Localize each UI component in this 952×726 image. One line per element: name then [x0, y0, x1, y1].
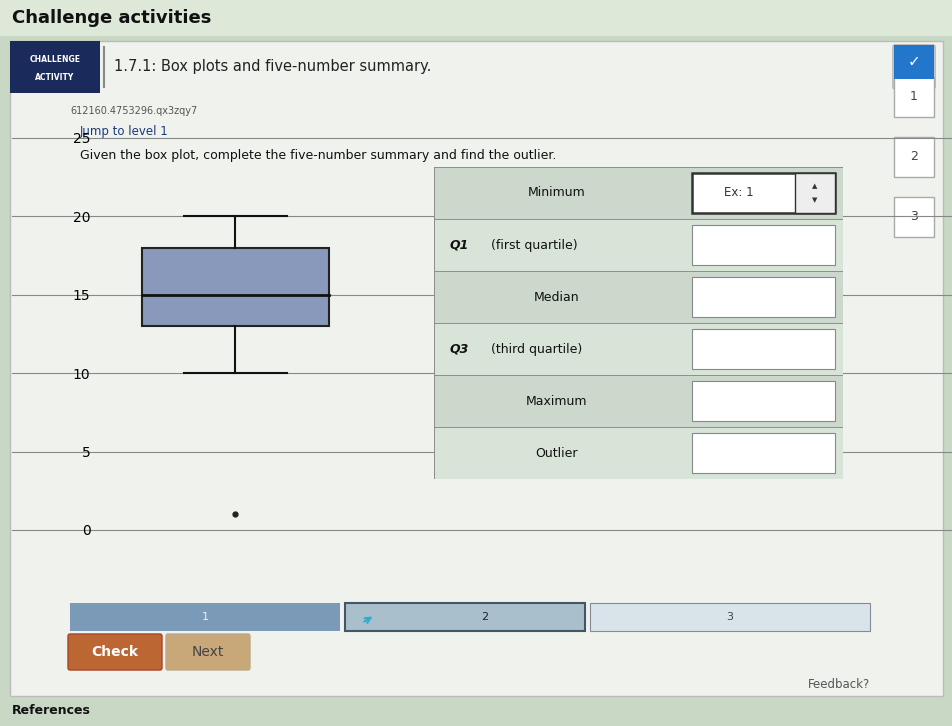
Text: Next: Next — [191, 645, 224, 659]
Bar — [433, 167, 843, 219]
Bar — [691, 174, 834, 213]
Text: 3: 3 — [725, 612, 733, 622]
Bar — [691, 174, 834, 213]
Bar — [691, 381, 834, 421]
Text: CHALLENGE: CHALLENGE — [30, 54, 80, 64]
Text: 612160.4753296.qx3zqy7: 612160.4753296.qx3zqy7 — [69, 106, 197, 116]
Text: Q3: Q3 — [449, 343, 469, 356]
Bar — [69, 603, 340, 631]
Bar — [794, 174, 834, 213]
Bar — [691, 277, 834, 317]
Text: (third quartile): (third quartile) — [486, 343, 582, 356]
Bar — [433, 375, 843, 427]
Text: 2: 2 — [481, 612, 488, 622]
FancyBboxPatch shape — [893, 77, 933, 117]
FancyBboxPatch shape — [893, 45, 933, 79]
Text: Given the box plot, complete the five-number summary and find the outlier.: Given the box plot, complete the five-nu… — [80, 149, 556, 161]
Bar — [691, 225, 834, 265]
Bar — [345, 603, 585, 631]
Bar — [589, 603, 869, 631]
Text: (first quartile): (first quartile) — [486, 239, 577, 251]
Text: Ex: 1: Ex: 1 — [724, 187, 753, 200]
Bar — [10, 41, 100, 93]
Text: Check: Check — [91, 645, 138, 659]
Text: Maximum: Maximum — [526, 395, 586, 407]
Text: Challenge activities: Challenge activities — [12, 9, 211, 27]
Text: ▲: ▲ — [812, 183, 817, 189]
FancyBboxPatch shape — [892, 45, 934, 89]
FancyBboxPatch shape — [68, 634, 162, 670]
Text: 1: 1 — [201, 612, 208, 622]
Text: ▼: ▼ — [812, 197, 817, 203]
Text: References: References — [12, 704, 90, 717]
Text: Feedback?: Feedback? — [807, 677, 869, 690]
Bar — [433, 323, 843, 375]
Text: Outlier: Outlier — [535, 446, 577, 460]
Bar — [433, 219, 843, 271]
Text: Q1: Q1 — [449, 239, 469, 251]
Text: Median: Median — [533, 290, 579, 303]
Text: Minimum: Minimum — [527, 187, 585, 200]
FancyBboxPatch shape — [893, 197, 933, 237]
Text: 2: 2 — [909, 150, 917, 163]
Bar — [691, 330, 834, 369]
Bar — [142, 248, 328, 326]
FancyBboxPatch shape — [893, 137, 933, 177]
Bar — [0, 0, 952, 36]
Text: 1.7.1: Box plots and five-number summary.: 1.7.1: Box plots and five-number summary… — [114, 60, 431, 75]
Bar — [433, 427, 843, 479]
Text: Jump to level 1: Jump to level 1 — [80, 124, 169, 137]
Text: 1: 1 — [909, 91, 917, 104]
Bar — [433, 271, 843, 323]
Text: ACTIVITY: ACTIVITY — [35, 73, 74, 82]
Text: ✓: ✓ — [906, 54, 920, 70]
Bar — [691, 433, 834, 473]
FancyBboxPatch shape — [166, 634, 249, 670]
Text: 3: 3 — [909, 211, 917, 224]
